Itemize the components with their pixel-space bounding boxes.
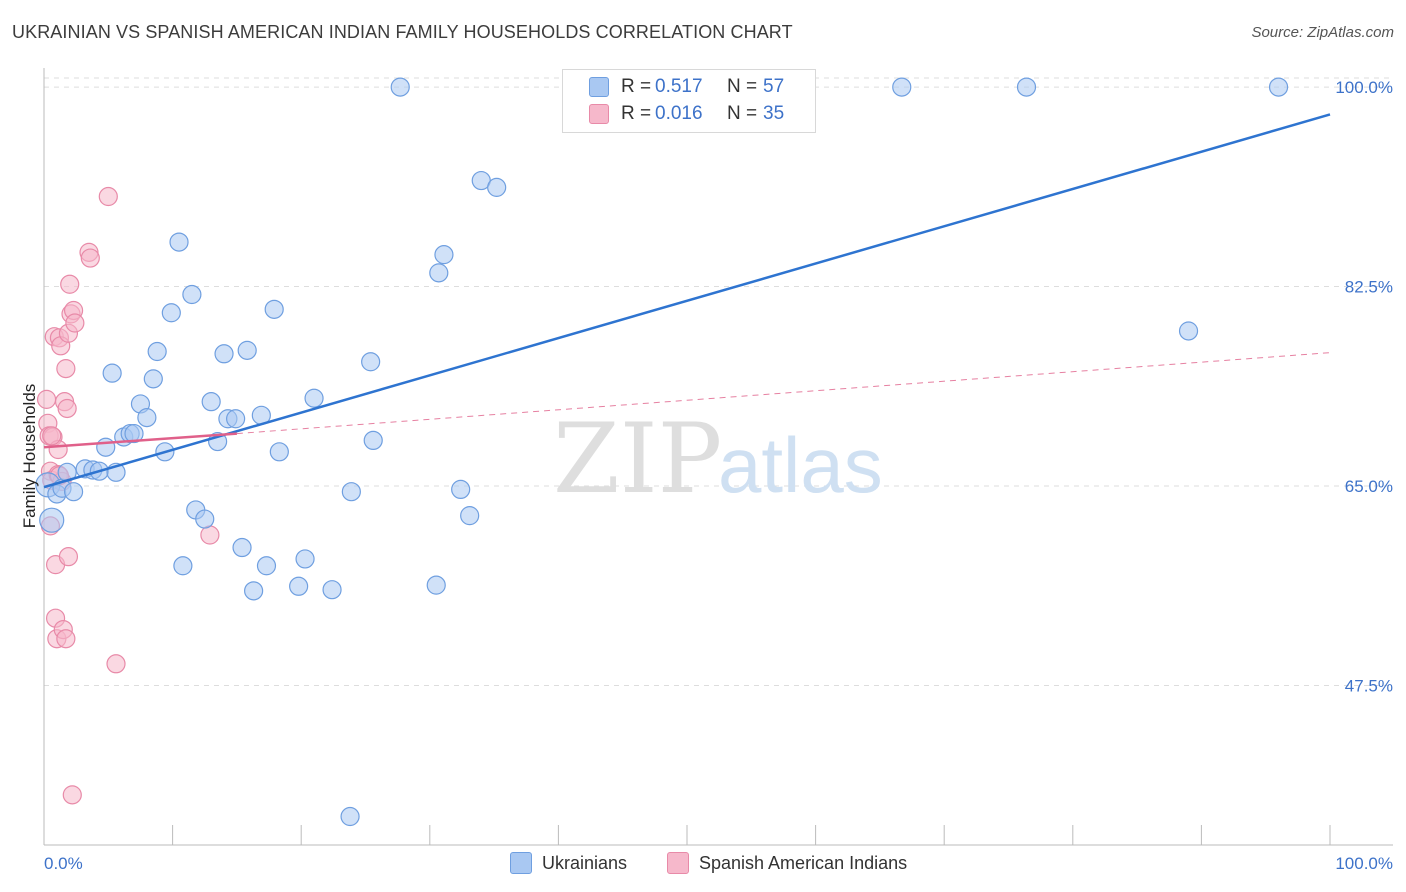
ukrainian-point	[460, 506, 480, 526]
n-value: 57	[763, 76, 785, 97]
axes	[43, 68, 1393, 846]
ukrainian-point	[487, 177, 507, 197]
ukrainian-point	[195, 509, 215, 529]
spanish-american-indian-point	[200, 525, 220, 545]
spanish-american-indian-point	[80, 248, 100, 268]
spanish-american-indians-trend-line-extension	[236, 352, 1331, 435]
ukrainian-point	[244, 581, 264, 601]
legend-item-spanish-american-indians[interactable]: Spanish American Indians	[667, 852, 907, 874]
ukrainian-point	[341, 482, 361, 502]
ukrainian-point	[169, 232, 189, 252]
ukrainian-point	[201, 392, 221, 412]
y-tick-label: 100.0%	[1335, 78, 1393, 97]
ukrainian-point	[237, 340, 257, 360]
tick-labels: 47.5% 65.0% 82.5% 100.0% 0.0% 100.0%	[44, 78, 1393, 873]
stats-legend: R = 0.517 N = 57 R = 0.016 N = 35	[562, 69, 816, 133]
ukrainian-point	[256, 556, 277, 576]
spanish-american-indian-point	[98, 186, 118, 207]
ukrainians-points	[35, 77, 1289, 827]
pink-swatch-icon	[667, 852, 689, 874]
ukrainian-point	[426, 575, 446, 595]
blue-swatch-icon	[589, 77, 609, 97]
ukrainian-point	[124, 423, 144, 444]
ukrainian-point	[304, 388, 324, 408]
ukrainian-point	[143, 369, 163, 389]
blue-swatch-icon	[510, 852, 532, 874]
watermark-atlas: atlas	[718, 421, 883, 509]
watermark: ZIP atlas	[553, 403, 883, 515]
spanish-american-indian-point	[42, 426, 62, 446]
chart-source: Source: ZipAtlas.com	[1251, 24, 1394, 41]
legend-row-spanish-american-indians: R = 0.016 N = 35	[589, 102, 784, 126]
ukrainian-point	[1268, 77, 1289, 97]
ukrainians-trend-line	[43, 113, 1331, 489]
spanish-american-indian-point	[56, 359, 76, 379]
x-tick-label: 0.0%	[44, 854, 83, 873]
ukrainian-point	[226, 409, 246, 429]
ukrainian-point	[295, 549, 315, 569]
ukrainian-point	[363, 430, 383, 451]
watermark-zip: ZIP	[553, 403, 722, 515]
legend-row-ukrainians: R = 0.517 N = 57	[589, 75, 784, 99]
spanish-american-indian-point	[60, 274, 80, 294]
spanish-american-indian-point	[56, 629, 76, 649]
r-label: R =	[621, 76, 652, 97]
ukrainian-point	[161, 303, 181, 323]
y-tick-label: 65.0%	[1345, 477, 1393, 496]
spanish-american-indian-point	[57, 398, 77, 419]
n-label: N =	[727, 103, 758, 124]
ukrainian-point	[892, 77, 912, 97]
chart-title: UKRAINIAN VS SPANISH AMERICAN INDIAN FAM…	[12, 22, 793, 42]
ukrainian-point	[434, 245, 454, 265]
ukrainian-point	[214, 344, 234, 364]
ukrainian-point	[63, 482, 84, 502]
n-label: N =	[727, 76, 758, 97]
y-tick-label: 47.5%	[1345, 676, 1393, 695]
spanish-american-indian-point	[58, 547, 79, 567]
ukrainian-point	[182, 284, 202, 305]
legend-item-ukrainians[interactable]: Ukrainians	[510, 852, 627, 874]
ukrainian-point	[429, 263, 449, 283]
ukrainian-point	[340, 806, 360, 827]
ukrainian-point	[96, 437, 116, 457]
spanish-american-indian-point	[65, 313, 85, 333]
spanish-american-indian-point	[106, 654, 126, 674]
spanish-american-indians-trend-line	[43, 432, 237, 449]
ukrainian-point	[173, 556, 193, 576]
y-axis-label: Family Households	[20, 384, 39, 529]
ukrainian-point	[137, 408, 157, 428]
y-tick-label: 82.5%	[1345, 278, 1393, 297]
trend-lines	[43, 113, 1331, 489]
r-label: R =	[621, 103, 652, 124]
legend-label: Spanish American Indians	[699, 852, 908, 873]
ukrainian-point	[390, 77, 410, 97]
r-value: 0.517	[655, 76, 703, 97]
n-value: 35	[763, 103, 785, 124]
legend-label: Ukrainians	[542, 852, 628, 873]
ukrainian-point	[322, 580, 342, 600]
ukrainian-point	[289, 576, 309, 596]
ukrainian-point	[39, 507, 65, 533]
pink-swatch-icon	[589, 104, 609, 124]
ukrainian-point	[1178, 321, 1199, 341]
ukrainian-point	[147, 341, 167, 362]
series-legend: Ukrainians Spanish American Indians	[0, 852, 1406, 878]
ukrainian-point	[451, 479, 471, 500]
ukrainian-point	[1016, 77, 1037, 97]
spanish-american-indian-point	[62, 785, 82, 805]
ukrainian-point	[232, 537, 252, 558]
ukrainian-point	[264, 299, 284, 319]
spanish-american-indian-point	[36, 389, 57, 409]
ukrainian-point	[102, 363, 122, 383]
ukrainian-point	[361, 352, 381, 372]
x-tick-label: 100.0%	[1335, 854, 1393, 873]
ukrainian-point	[269, 442, 289, 462]
r-value: 0.016	[655, 103, 703, 124]
